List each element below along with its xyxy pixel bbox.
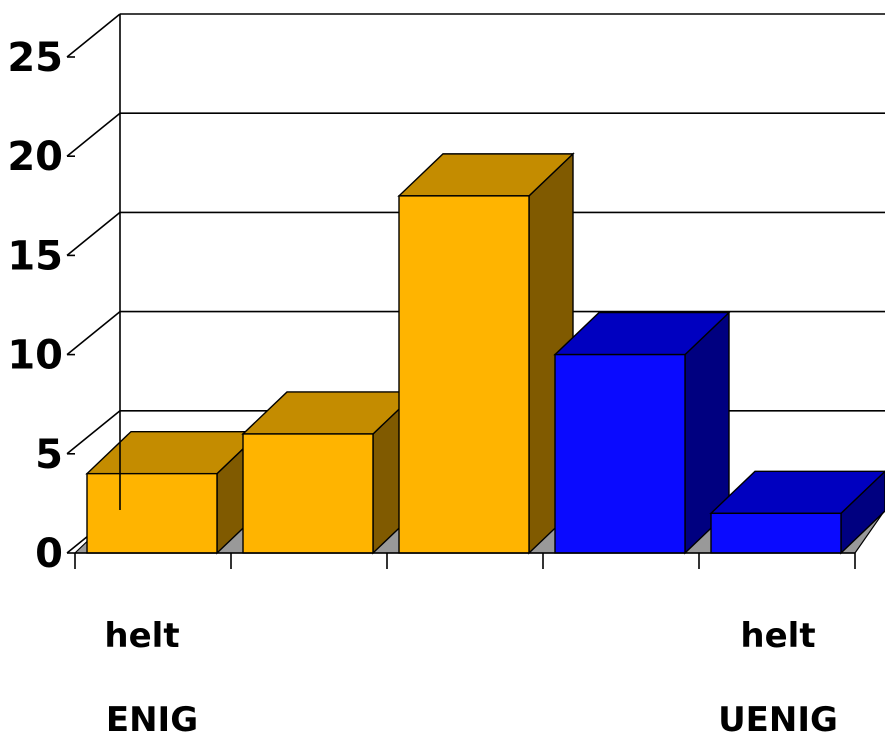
y-tick-label: 20	[7, 134, 63, 180]
right-caption-line2: UENIG	[718, 700, 838, 740]
bar-front	[398, 195, 530, 554]
right-caption-line1: helt	[740, 616, 816, 656]
bar-3	[397, 152, 575, 555]
bar-4	[553, 310, 731, 555]
bar-front	[710, 512, 842, 554]
gridline-depth	[66, 211, 121, 257]
gridline-depth	[66, 112, 121, 157]
y-tick-label: 5	[35, 432, 63, 478]
left-caption-line2: ENIG	[105, 700, 199, 740]
left-caption-line1: helt	[104, 616, 180, 656]
bar-2	[241, 390, 419, 555]
axes	[67, 14, 856, 569]
bar-5	[709, 470, 885, 555]
gridline-depth	[66, 410, 121, 455]
bar-front	[86, 472, 218, 554]
y-tick-labels: 0 5 10 15 20 25	[7, 35, 63, 577]
bar-front	[554, 353, 686, 554]
y-tick-label: 0	[35, 531, 63, 577]
bar-front	[242, 433, 374, 554]
gridline-depth	[66, 13, 121, 58]
bar-1	[85, 430, 263, 555]
y-tick-label: 25	[7, 35, 63, 81]
y-tick-label: 15	[7, 233, 63, 279]
gridline-depth	[66, 310, 121, 356]
y-tick-label: 10	[7, 333, 63, 379]
bars	[85, 152, 885, 555]
